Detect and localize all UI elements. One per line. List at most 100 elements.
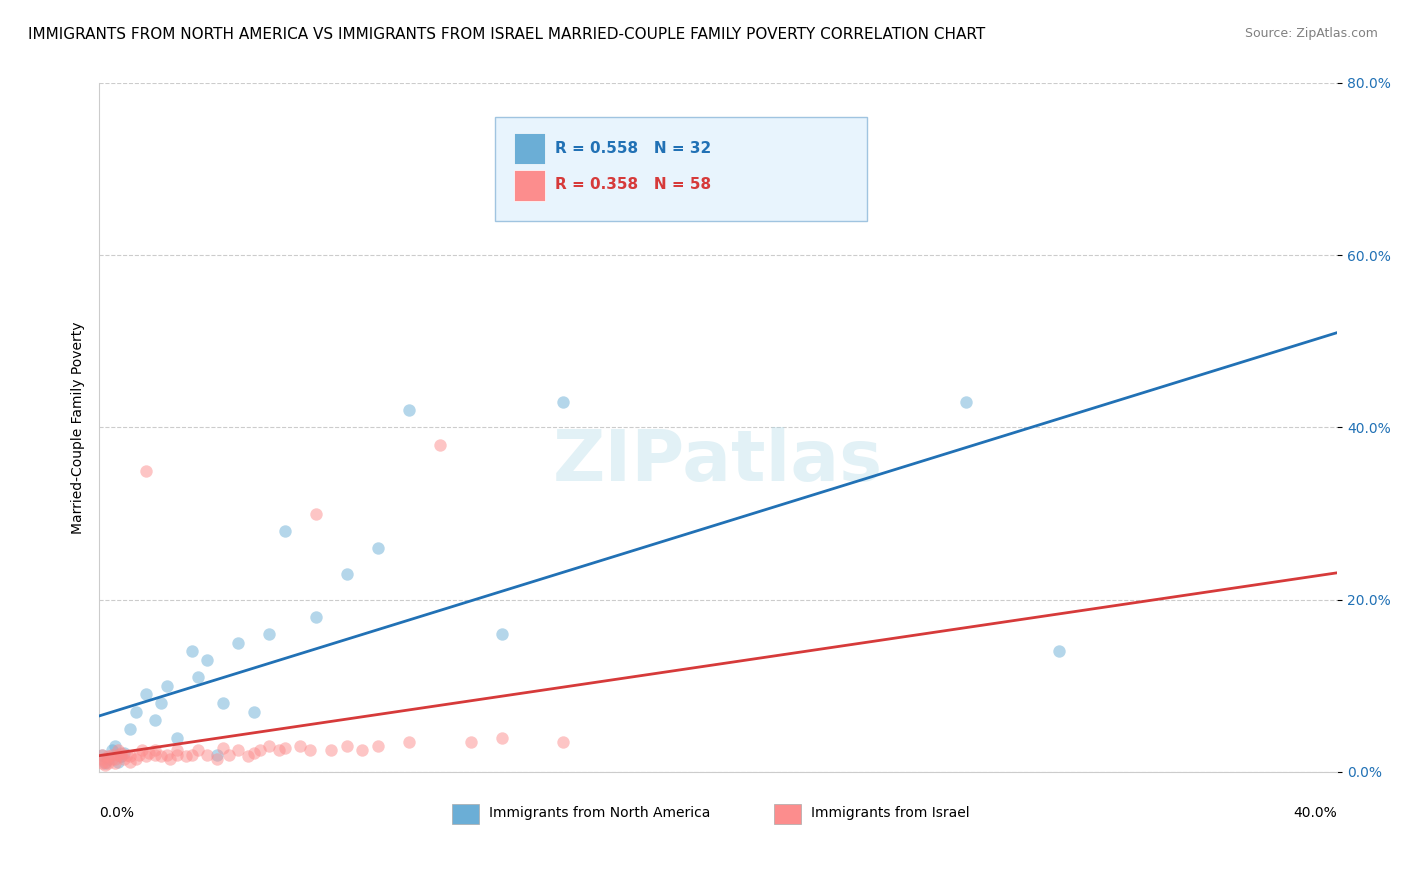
Point: [398, 403, 420, 417]
FancyBboxPatch shape: [515, 133, 546, 164]
Point: [205, 747, 228, 762]
Point: [120, 755, 142, 769]
Point: [352, 743, 374, 757]
Point: [91, 752, 114, 766]
Point: [955, 394, 977, 409]
Point: [138, 746, 160, 760]
Point: [97, 756, 120, 771]
Point: [305, 610, 328, 624]
Point: [104, 739, 127, 753]
Point: [460, 735, 482, 749]
Point: [553, 394, 575, 409]
Point: [143, 713, 166, 727]
Point: [135, 749, 157, 764]
Text: Source: ZipAtlas.com: Source: ZipAtlas.com: [1244, 27, 1378, 40]
Point: [197, 653, 219, 667]
Text: IMMIGRANTS FROM NORTH AMERICA VS IMMIGRANTS FROM ISRAEL MARRIED-COUPLE FAMILY PO: IMMIGRANTS FROM NORTH AMERICA VS IMMIGRA…: [28, 27, 986, 42]
Point: [115, 747, 138, 762]
Point: [228, 743, 250, 757]
Point: [243, 746, 266, 760]
Text: 40.0%: 40.0%: [1294, 806, 1337, 821]
Point: [100, 752, 122, 766]
Point: [187, 670, 209, 684]
FancyBboxPatch shape: [515, 170, 546, 202]
Point: [143, 743, 166, 757]
Text: R = 0.558   N = 32: R = 0.558 N = 32: [555, 141, 711, 156]
Point: [143, 747, 166, 762]
Point: [156, 747, 179, 762]
Point: [135, 688, 157, 702]
Point: [97, 752, 120, 766]
Point: [553, 735, 575, 749]
Point: [107, 743, 129, 757]
Text: Immigrants from Israel: Immigrants from Israel: [811, 806, 970, 821]
Point: [249, 743, 271, 757]
Point: [94, 755, 117, 769]
Point: [259, 739, 281, 753]
Point: [128, 747, 150, 762]
Point: [274, 740, 297, 755]
Point: [112, 752, 135, 766]
Point: [236, 749, 259, 764]
Point: [212, 740, 235, 755]
Point: [336, 739, 359, 753]
Point: [336, 566, 359, 581]
Text: 0.0%: 0.0%: [100, 806, 134, 821]
Point: [107, 747, 129, 762]
Point: [97, 749, 120, 764]
Point: [159, 752, 181, 766]
Point: [1047, 644, 1070, 658]
Point: [218, 747, 240, 762]
Point: [166, 731, 188, 745]
FancyBboxPatch shape: [453, 805, 479, 823]
Point: [274, 524, 297, 538]
FancyBboxPatch shape: [495, 118, 868, 220]
Point: [110, 746, 132, 760]
Point: [321, 743, 343, 757]
Point: [125, 752, 148, 766]
Point: [197, 747, 219, 762]
Point: [429, 438, 451, 452]
Point: [94, 756, 117, 771]
Point: [298, 743, 321, 757]
Point: [150, 749, 173, 764]
Point: [110, 749, 132, 764]
Point: [205, 752, 228, 766]
Text: R = 0.358   N = 58: R = 0.358 N = 58: [555, 178, 711, 193]
Point: [100, 743, 122, 757]
Point: [367, 739, 389, 753]
Point: [112, 746, 135, 760]
Text: ZIPatlas: ZIPatlas: [553, 427, 883, 497]
Point: [259, 627, 281, 641]
Text: Immigrants from North America: Immigrants from North America: [489, 806, 710, 821]
Point: [104, 756, 127, 771]
Point: [125, 705, 148, 719]
Point: [166, 743, 188, 757]
Point: [120, 722, 142, 736]
Point: [110, 749, 132, 764]
Point: [367, 541, 389, 555]
Point: [156, 679, 179, 693]
Point: [166, 747, 188, 762]
Point: [120, 749, 142, 764]
Point: [91, 747, 114, 762]
Point: [135, 463, 157, 477]
Point: [131, 743, 153, 757]
Point: [104, 752, 127, 766]
Point: [181, 644, 204, 658]
Point: [491, 627, 513, 641]
Point: [150, 696, 173, 710]
Point: [91, 756, 114, 771]
Point: [94, 758, 117, 772]
Point: [181, 747, 204, 762]
Point: [187, 743, 209, 757]
Point: [243, 705, 266, 719]
Point: [228, 636, 250, 650]
Point: [100, 747, 122, 762]
Point: [174, 749, 197, 764]
Point: [267, 743, 290, 757]
Point: [212, 696, 235, 710]
Point: [290, 739, 312, 753]
Point: [491, 731, 513, 745]
Point: [107, 755, 129, 769]
